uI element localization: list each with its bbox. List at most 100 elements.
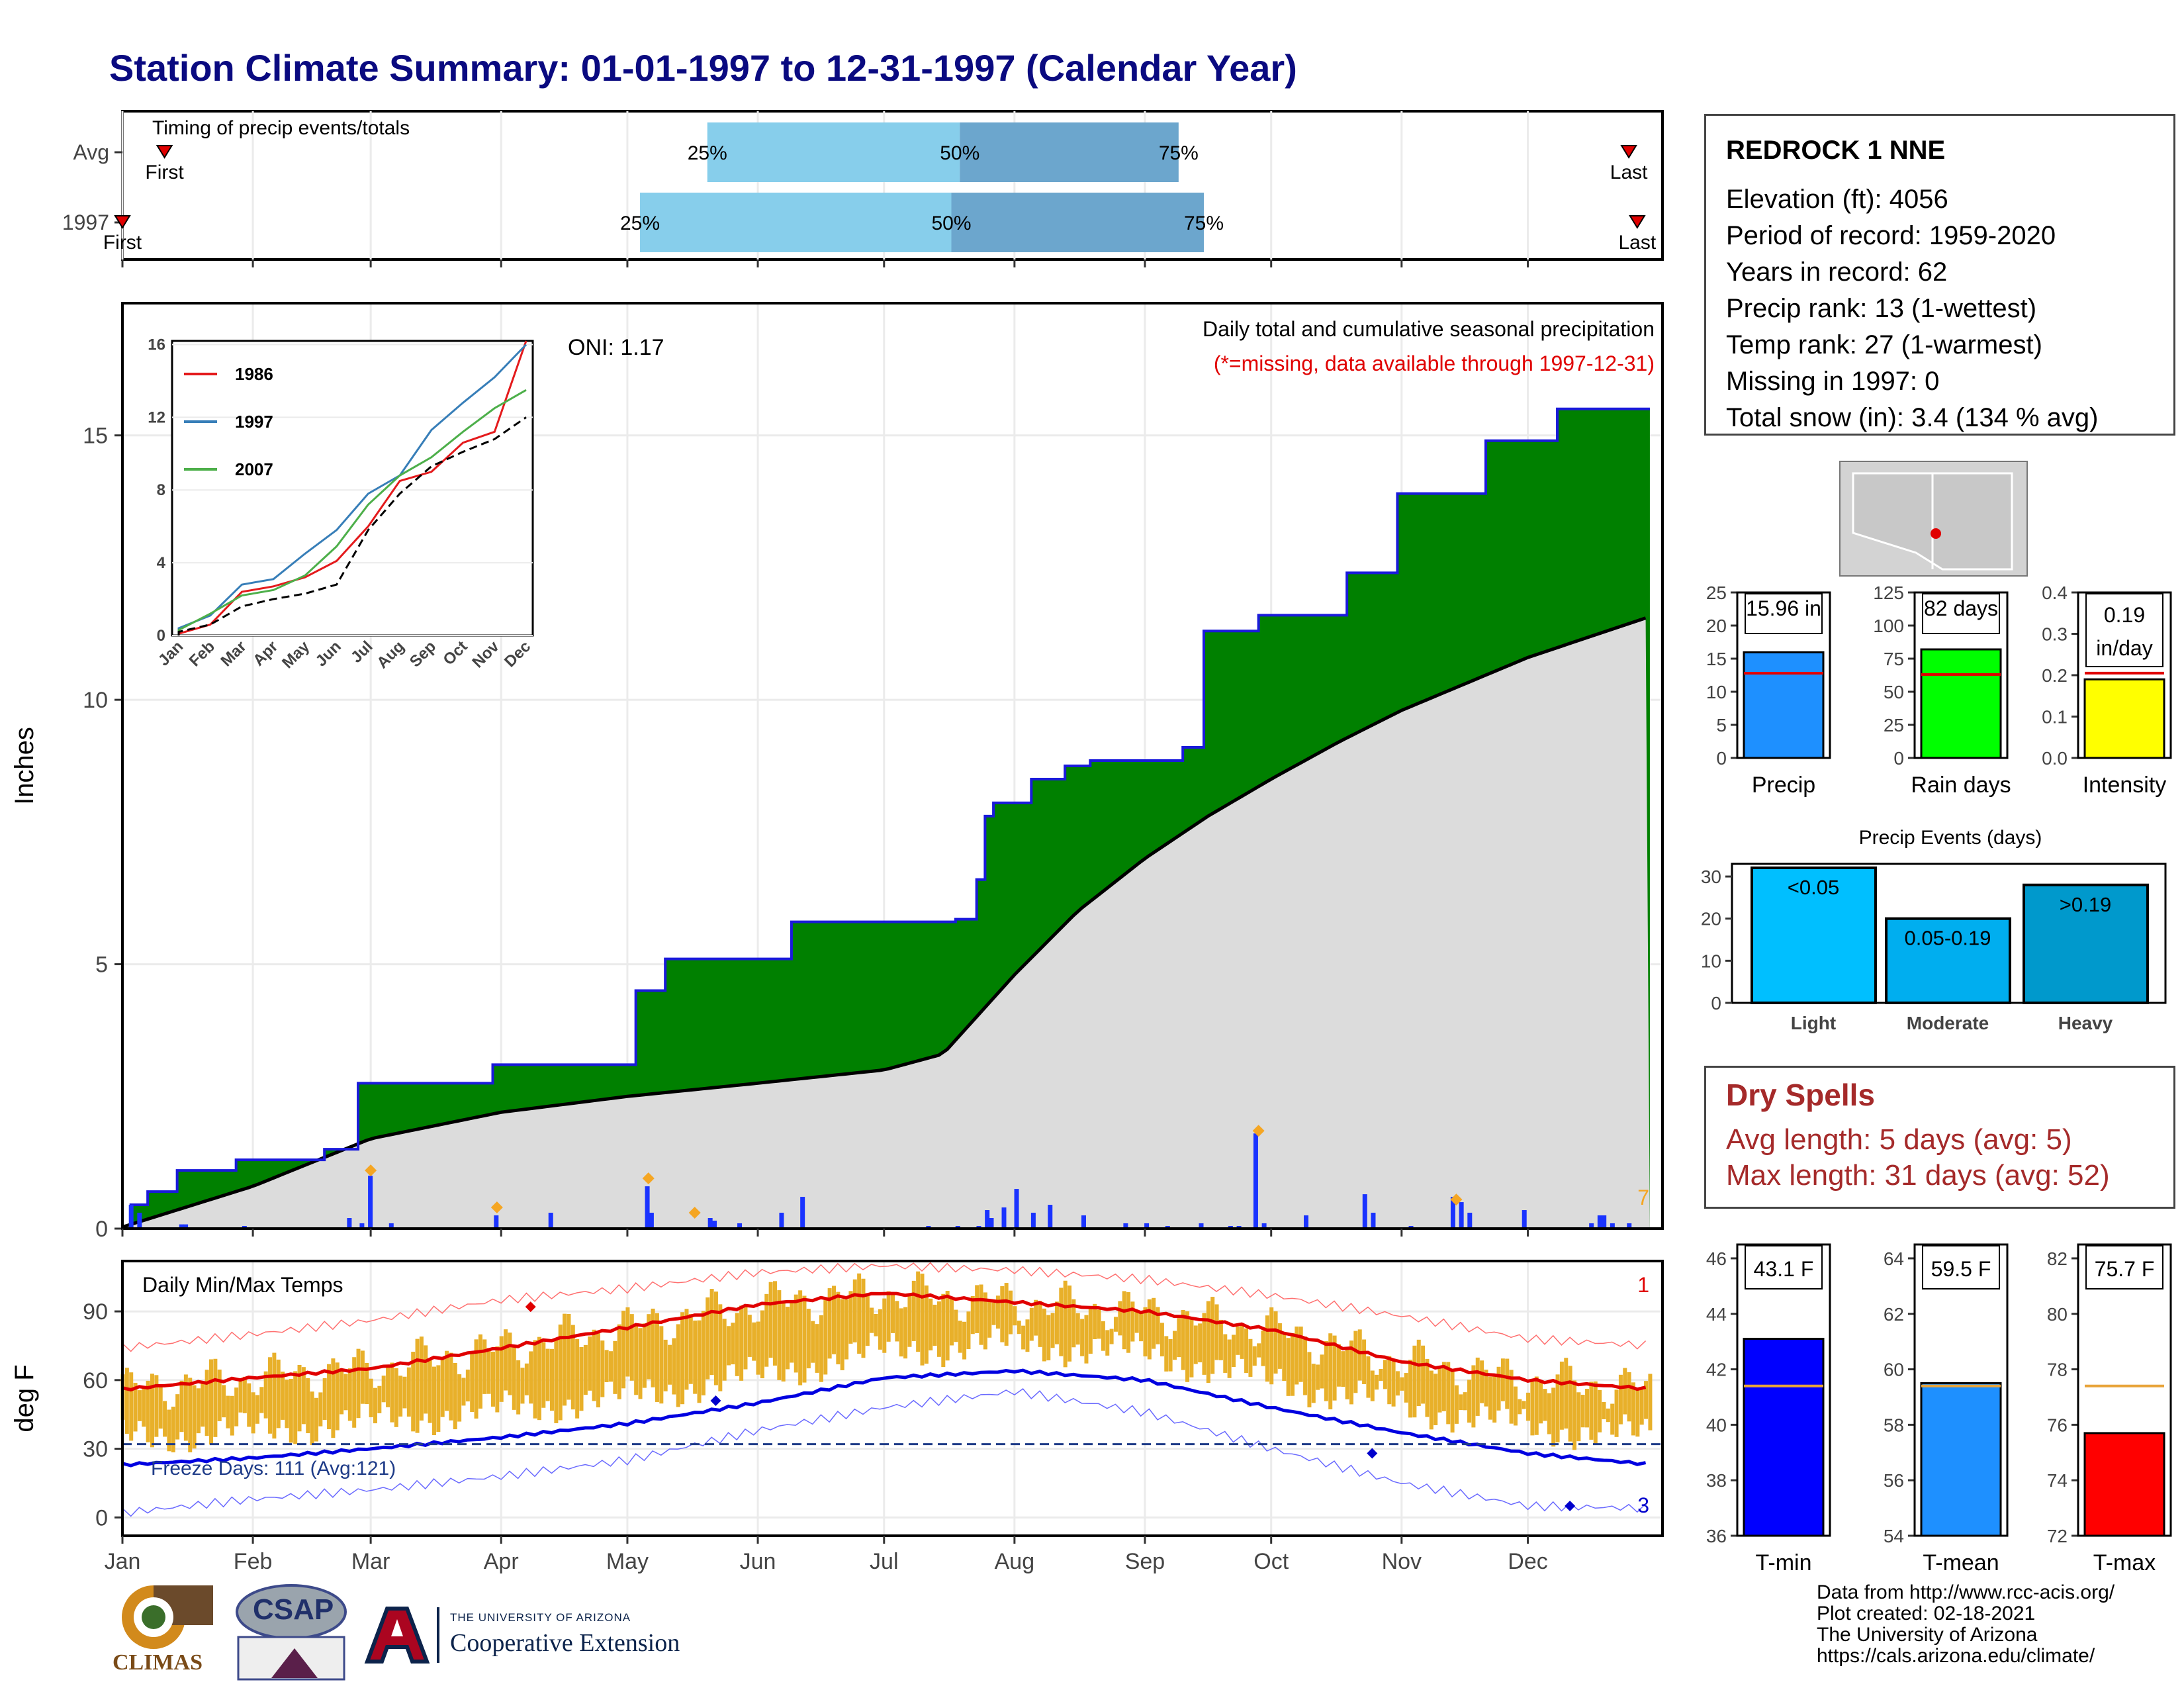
daily-precip-bar — [1123, 1223, 1128, 1229]
events-bar-label: Moderate — [1907, 1013, 1989, 1033]
events-title: Precip Events (days) — [1859, 827, 2042, 849]
daily-precip-bar — [1627, 1223, 1632, 1229]
daily-temp-bar — [936, 1301, 941, 1357]
daily-temp-bar — [524, 1363, 529, 1395]
daily-temp-bar — [815, 1324, 819, 1373]
daily-temp-bar — [933, 1304, 937, 1346]
daily-temp-bar — [592, 1329, 596, 1401]
summary-rain-days-ytick-label: 100 — [1873, 616, 1904, 636]
daily-precip-bar — [548, 1213, 553, 1229]
daily-precip-bar — [347, 1218, 352, 1229]
temp-ylabel: deg F — [10, 1364, 39, 1432]
daily-temp-bar — [251, 1392, 255, 1434]
daily-temp-bar — [1446, 1362, 1451, 1425]
daily-temp-bar — [1168, 1338, 1173, 1372]
temp-summary-tmean-label: T-mean — [1923, 1550, 1999, 1575]
daily-temp-bar — [449, 1352, 453, 1421]
daily-temp-bar — [575, 1338, 580, 1419]
daily-temp-bar — [482, 1339, 487, 1394]
daily-temp-bar — [1505, 1358, 1510, 1409]
daily-precip-bar — [368, 1176, 373, 1229]
daily-temp-bar — [752, 1322, 756, 1361]
temp-summary-tmean-ytick-label: 56 — [1884, 1470, 1904, 1491]
daily-temp-bar — [688, 1314, 693, 1384]
inset-legend-label: 1997 — [235, 412, 273, 432]
timing-title: Timing of precip events/totals — [152, 117, 410, 139]
summary-rain-days-ytick-label: 50 — [1884, 682, 1904, 702]
daily-temp-bar — [563, 1313, 567, 1406]
timing-q25-label: 25% — [688, 142, 727, 164]
daily-temp-bar — [1639, 1389, 1644, 1425]
daily-temp-bar — [1341, 1351, 1345, 1387]
daily-temp-bar — [806, 1309, 811, 1369]
summary-intensity-ytick-label: 0.2 — [2042, 665, 2068, 686]
daily-temp-bar — [941, 1293, 946, 1368]
daily-temp-bar — [1357, 1329, 1362, 1381]
daily-temp-bar — [823, 1300, 828, 1375]
daily-temp-bar — [478, 1334, 482, 1409]
daily-precip-bar — [1459, 1202, 1464, 1229]
temp-summary-tmean-bar — [1920, 1382, 2002, 1537]
daily-temp-bar — [1598, 1389, 1602, 1432]
temp-summary-tmax-ytick-label: 74 — [2047, 1470, 2068, 1491]
daily-temp-bar — [1063, 1280, 1068, 1368]
temp-summary-tmin-ytick-label: 42 — [1706, 1360, 1727, 1380]
daily-temp-bar — [882, 1298, 887, 1353]
precip-missing-note: (*=missing, data available through 1997-… — [1214, 352, 1655, 375]
daily-temp-bar — [861, 1278, 866, 1358]
extreme-precip-marker — [688, 1207, 701, 1219]
daily-temp-bar — [1492, 1375, 1497, 1423]
daily-temp-bar — [613, 1340, 617, 1394]
daily-temp-bar — [1160, 1323, 1164, 1357]
month-label: Apr — [484, 1549, 519, 1574]
inset-ytick-label: 0 — [157, 627, 165, 645]
daily-temp-bar — [684, 1309, 689, 1390]
daily-temp-bar — [1509, 1370, 1514, 1424]
daily-temp-bar — [457, 1374, 462, 1422]
timing-row-label: Avg — [73, 140, 109, 164]
events-bar — [1751, 867, 1877, 1004]
daily-temp-bar — [916, 1271, 921, 1352]
daily-temp-bar — [1370, 1370, 1375, 1401]
daily-temp-bar — [352, 1357, 357, 1428]
daily-temp-bar — [1093, 1303, 1097, 1340]
summary-intensity-ytick-label: 0.1 — [2042, 707, 2068, 727]
inset-ytick-label: 8 — [157, 481, 165, 499]
climas-logo-mark — [122, 1585, 213, 1649]
daily-temp-bar — [1021, 1325, 1026, 1350]
daily-temp-bar — [1202, 1313, 1206, 1375]
daily-precip-bar — [649, 1213, 654, 1229]
daily-temp-bar — [1324, 1340, 1328, 1401]
daily-temp-bar — [327, 1364, 332, 1430]
daily-temp-bar — [1210, 1297, 1215, 1374]
ua-logo-small-text: THE UNIVERSITY OF ARIZONA — [450, 1611, 631, 1624]
daily-temp-bar — [1130, 1301, 1135, 1342]
daily-temp-bar — [983, 1292, 987, 1350]
daily-temp-bar — [768, 1282, 773, 1358]
daily-temp-bar — [247, 1383, 251, 1427]
oni-value: ONI: 1.17 — [568, 335, 664, 360]
ua-logo-divider — [437, 1607, 439, 1663]
csap-logo: CSAP — [232, 1579, 351, 1681]
daily-precip-bar — [359, 1223, 365, 1229]
record-temp-marker — [1565, 1501, 1576, 1512]
daily-temp-bar — [192, 1385, 197, 1449]
daily-temp-bar — [415, 1338, 420, 1433]
daily-temp-bar — [693, 1320, 698, 1394]
daily-temp-bar — [1261, 1331, 1265, 1366]
daily-temp-bar — [1332, 1335, 1337, 1401]
daily-precip-bar — [494, 1215, 499, 1229]
inset-series-line — [177, 389, 527, 635]
daily-temp-bar — [802, 1295, 807, 1383]
daily-temp-bar — [672, 1338, 676, 1395]
daily-temp-bar — [504, 1329, 508, 1391]
daily-temp-bar — [651, 1308, 655, 1387]
daily-temp-bar — [188, 1378, 193, 1452]
summary-rain-days-ytick-label: 75 — [1884, 649, 1904, 669]
csap-logo-text: CSAP — [253, 1593, 334, 1626]
temp-summary-tmin-value-box — [1745, 1245, 1823, 1289]
temp-summary-tmin-bar — [1743, 1337, 1825, 1537]
precip-observed-line — [122, 407, 1650, 1230]
daily-temp-bar — [987, 1301, 992, 1338]
summary-rain-days-value: 82 days — [1924, 596, 1998, 620]
